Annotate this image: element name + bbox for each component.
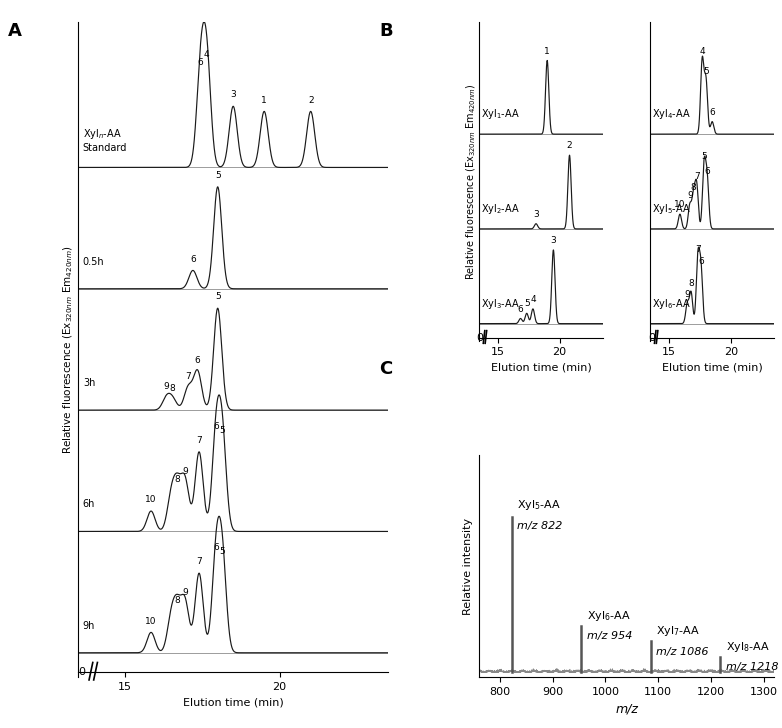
Text: 2: 2 <box>567 141 572 150</box>
Text: C: C <box>379 360 393 379</box>
Text: 3: 3 <box>231 90 236 100</box>
Text: 1: 1 <box>544 47 550 55</box>
Text: 6: 6 <box>518 304 523 314</box>
Text: 6: 6 <box>190 255 196 264</box>
Y-axis label: Relative fluorescence (Ex$_{320nm}$ Em$_{420nm}$): Relative fluorescence (Ex$_{320nm}$ Em$_… <box>62 245 75 454</box>
Text: 3: 3 <box>533 210 539 219</box>
Text: 6: 6 <box>195 355 200 365</box>
Text: 8: 8 <box>691 183 697 191</box>
Text: 5: 5 <box>215 171 221 180</box>
X-axis label: Elution time (min): Elution time (min) <box>662 363 762 373</box>
Text: 8: 8 <box>688 279 694 288</box>
Text: 7: 7 <box>185 372 191 381</box>
Text: B: B <box>379 22 393 40</box>
Text: 10: 10 <box>674 200 686 209</box>
Text: 9h: 9h <box>83 620 95 630</box>
Text: 3: 3 <box>551 236 556 245</box>
Text: A: A <box>8 22 22 40</box>
Text: Xyl$_1$-AA: Xyl$_1$-AA <box>481 108 519 122</box>
Text: 7: 7 <box>694 173 700 181</box>
Text: 6: 6 <box>698 257 704 266</box>
Text: 0: 0 <box>647 333 655 343</box>
Text: 9: 9 <box>684 290 691 298</box>
Text: 9: 9 <box>182 467 188 475</box>
Text: Xyl$_7$-AA: Xyl$_7$-AA <box>656 624 700 638</box>
Text: 8: 8 <box>174 475 181 484</box>
Text: 6: 6 <box>213 422 219 431</box>
Text: 5: 5 <box>220 547 225 556</box>
Text: 8: 8 <box>174 596 181 605</box>
Text: 4: 4 <box>530 295 536 304</box>
X-axis label: Elution time (min): Elution time (min) <box>183 697 284 708</box>
Text: m/z 954: m/z 954 <box>586 631 632 641</box>
Text: 3h: 3h <box>83 378 95 388</box>
Text: Xyl$_6$-AA: Xyl$_6$-AA <box>586 609 630 622</box>
Text: 9: 9 <box>687 191 693 200</box>
Text: 0.5h: 0.5h <box>83 256 105 266</box>
Text: 10: 10 <box>145 495 157 505</box>
Text: 1: 1 <box>261 95 267 105</box>
Text: 5: 5 <box>220 426 225 435</box>
X-axis label: Elution time (min): Elution time (min) <box>490 363 591 373</box>
Text: 7: 7 <box>196 558 202 566</box>
Text: Xyl$_5$-AA: Xyl$_5$-AA <box>517 499 561 513</box>
Text: 9: 9 <box>163 382 170 391</box>
Text: Xyl$_4$-AA: Xyl$_4$-AA <box>652 108 691 122</box>
Text: 5: 5 <box>215 293 221 301</box>
Y-axis label: Relative intensity: Relative intensity <box>464 518 473 614</box>
Y-axis label: Relative fluorescence (Ex$_{320nm}$ Em$_{420nm}$): Relative fluorescence (Ex$_{320nm}$ Em$_… <box>464 83 478 280</box>
Text: 7: 7 <box>196 436 202 445</box>
Text: 6: 6 <box>198 58 203 67</box>
Text: 5: 5 <box>701 152 707 162</box>
Text: 4: 4 <box>204 50 210 59</box>
Text: Xyl$_8$-AA: Xyl$_8$-AA <box>726 640 769 654</box>
Text: m/z 1218: m/z 1218 <box>726 662 778 673</box>
Text: m/z 822: m/z 822 <box>517 521 562 531</box>
Text: 4: 4 <box>699 47 705 55</box>
Text: m/z 1086: m/z 1086 <box>656 647 708 657</box>
Text: Xyl$_n$-AA
Standard: Xyl$_n$-AA Standard <box>83 127 127 153</box>
Text: 2: 2 <box>308 95 314 105</box>
Text: 6h: 6h <box>83 499 95 510</box>
Text: Xyl$_6$-AA: Xyl$_6$-AA <box>652 297 691 311</box>
Text: 9: 9 <box>182 588 188 597</box>
Text: 7: 7 <box>695 245 701 254</box>
Text: 10: 10 <box>145 617 157 625</box>
Text: 6: 6 <box>213 543 219 553</box>
Text: Xyl$_2$-AA: Xyl$_2$-AA <box>481 202 519 216</box>
Text: 6: 6 <box>705 167 710 176</box>
Text: 6: 6 <box>709 108 715 116</box>
Text: 0: 0 <box>77 667 84 677</box>
Text: 8: 8 <box>170 384 176 393</box>
Text: 5: 5 <box>524 299 529 309</box>
Text: 0: 0 <box>477 333 484 343</box>
Text: Xyl$_3$-AA: Xyl$_3$-AA <box>481 297 519 311</box>
X-axis label: m/z: m/z <box>615 703 638 716</box>
Text: 5: 5 <box>703 67 708 76</box>
Text: Xyl$_5$-AA: Xyl$_5$-AA <box>652 202 691 216</box>
